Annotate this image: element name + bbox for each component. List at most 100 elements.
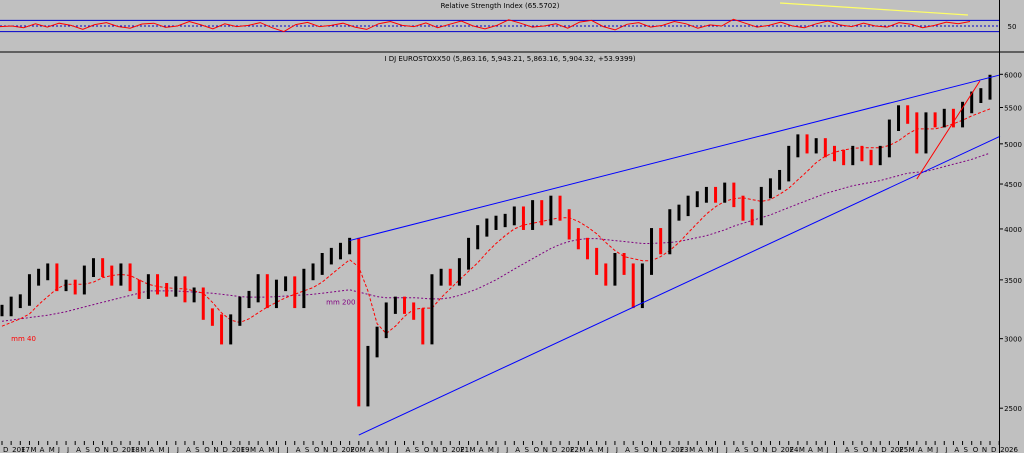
x-tick-label: A xyxy=(40,446,45,453)
x-tick-label: A xyxy=(259,446,264,453)
x-tick-label: M xyxy=(817,446,823,453)
support-trendline xyxy=(916,80,981,180)
x-tick-label: D xyxy=(771,446,776,453)
rsi-divergence-trendline xyxy=(779,2,969,16)
x-tick-label: N xyxy=(543,446,548,453)
x-tick-label: M xyxy=(140,446,146,453)
x-tick-label: S xyxy=(195,446,200,453)
x-tick-label: 2020 xyxy=(341,446,359,453)
x-tick-label: 2021 xyxy=(451,446,469,453)
x-tick-label: D xyxy=(662,446,667,453)
x-tick-label: F xyxy=(460,446,464,453)
x-tick-label: 2017 xyxy=(12,446,30,453)
x-tick-label: D xyxy=(881,446,886,453)
x-tick-label: F xyxy=(680,446,684,453)
x-tick-label: D xyxy=(3,446,8,453)
x-tick-label: J xyxy=(725,446,728,453)
price-y-tick-label: 4000 xyxy=(1004,226,1022,234)
x-tick-label: 2026 xyxy=(1000,446,1018,453)
x-tick-label: J xyxy=(505,446,508,453)
x-tick-label: J xyxy=(276,446,279,453)
mm40-annotation: mm 40 xyxy=(11,335,36,343)
x-tick-label: S xyxy=(305,446,310,453)
x-tick-label: J xyxy=(944,446,947,453)
x-tick-label: N xyxy=(433,446,438,453)
price-y-tick-label: 6000 xyxy=(1004,71,1022,79)
x-tick-label: D xyxy=(113,446,118,453)
x-tick-label: A xyxy=(954,446,959,453)
rsi-y-ticks: 50 xyxy=(1008,23,1017,31)
x-tick-label: M xyxy=(598,446,604,453)
x-tick-label: J xyxy=(496,446,499,453)
x-tick-label: M xyxy=(799,446,805,453)
x-tick-label: S xyxy=(85,446,90,453)
x-tick-label: F xyxy=(21,446,25,453)
x-tick-label: 2025 xyxy=(890,446,908,453)
x-tick-label: N xyxy=(982,446,987,453)
x-tick-label: 2022 xyxy=(561,446,579,453)
x-tick-label: S xyxy=(744,446,749,453)
x-tick-label: N xyxy=(213,446,218,453)
rsi-title: Relative Strength Index (65.5702) xyxy=(441,2,560,10)
x-tick-label: A xyxy=(735,446,740,453)
x-tick-label: J xyxy=(606,446,609,453)
x-tick-label: A xyxy=(406,446,411,453)
x-tick-label: A xyxy=(296,446,301,453)
x-tick-label: F xyxy=(790,446,794,453)
x-tick-label: O xyxy=(534,446,540,453)
x-tick-label: O xyxy=(863,446,869,453)
x-tick-label: A xyxy=(588,446,593,453)
x-tick-label: J xyxy=(66,446,69,453)
x-tick-label: M xyxy=(378,446,384,453)
x-tick-label: A xyxy=(808,446,813,453)
x-tick-label: A xyxy=(625,446,630,453)
x-tick-label: J xyxy=(935,446,938,453)
x-tick-label: M xyxy=(470,446,476,453)
x-tick-label: A xyxy=(515,446,520,453)
rsi-trendline xyxy=(779,2,969,16)
price-title: I DJ EUROSTOXX50 (5,863.16, 5,943.21, 5,… xyxy=(384,55,635,63)
x-tick-label: M xyxy=(49,446,55,453)
x-tick-label: N xyxy=(323,446,328,453)
rsi-series xyxy=(0,18,971,33)
x-tick-label: J xyxy=(615,446,618,453)
x-tick-label: J xyxy=(286,446,289,453)
rsi-panel-background xyxy=(0,0,1000,49)
x-tick-label: S xyxy=(634,446,639,453)
x-tick-label: O xyxy=(753,446,759,453)
x-tick-label: A xyxy=(918,446,923,453)
x-tick-label: O xyxy=(94,446,100,453)
x-tick-label: D xyxy=(332,446,337,453)
lower-channel-line xyxy=(358,135,1001,436)
ma200-line xyxy=(1,152,991,322)
price-y-ticks: 2500 3000 3500 4000 4500 5000 5500 6000 xyxy=(999,71,1022,413)
x-tick-label: J xyxy=(386,446,389,453)
price-y-tick-label: 3500 xyxy=(1004,277,1022,285)
x-tick-label: O xyxy=(314,446,320,453)
x-tick-label: M xyxy=(909,446,915,453)
mm200-annotation: mm 200 xyxy=(326,299,355,307)
x-tick-label: J xyxy=(716,446,719,453)
rsi-y-tick-label: 50 xyxy=(1008,23,1017,31)
x-tick-label: N xyxy=(653,446,658,453)
x-tick-label: D xyxy=(552,446,557,453)
x-tick-label: S xyxy=(964,446,969,453)
x-tick-label: A xyxy=(369,446,374,453)
x-tick-label: N xyxy=(762,446,767,453)
x-tick-label: M xyxy=(689,446,695,453)
x-tick-label: O xyxy=(424,446,430,453)
x-tick-label: M xyxy=(927,446,933,453)
price-y-tick-label: 5500 xyxy=(1004,104,1022,112)
x-tick-label: M xyxy=(579,446,585,453)
x-tick-label: 2018 xyxy=(122,446,140,453)
x-tick-label: D xyxy=(442,446,447,453)
price-panel: I DJ EUROSTOXX50 (5,863.16, 5,943.21, 5,… xyxy=(0,55,1022,453)
x-tick-label: A xyxy=(479,446,484,453)
x-tick-label: D xyxy=(223,446,228,453)
ma200-series xyxy=(1,152,991,322)
x-tick-label: F xyxy=(900,446,904,453)
x-tick-label: O xyxy=(643,446,649,453)
x-tick-label: J xyxy=(57,446,60,453)
